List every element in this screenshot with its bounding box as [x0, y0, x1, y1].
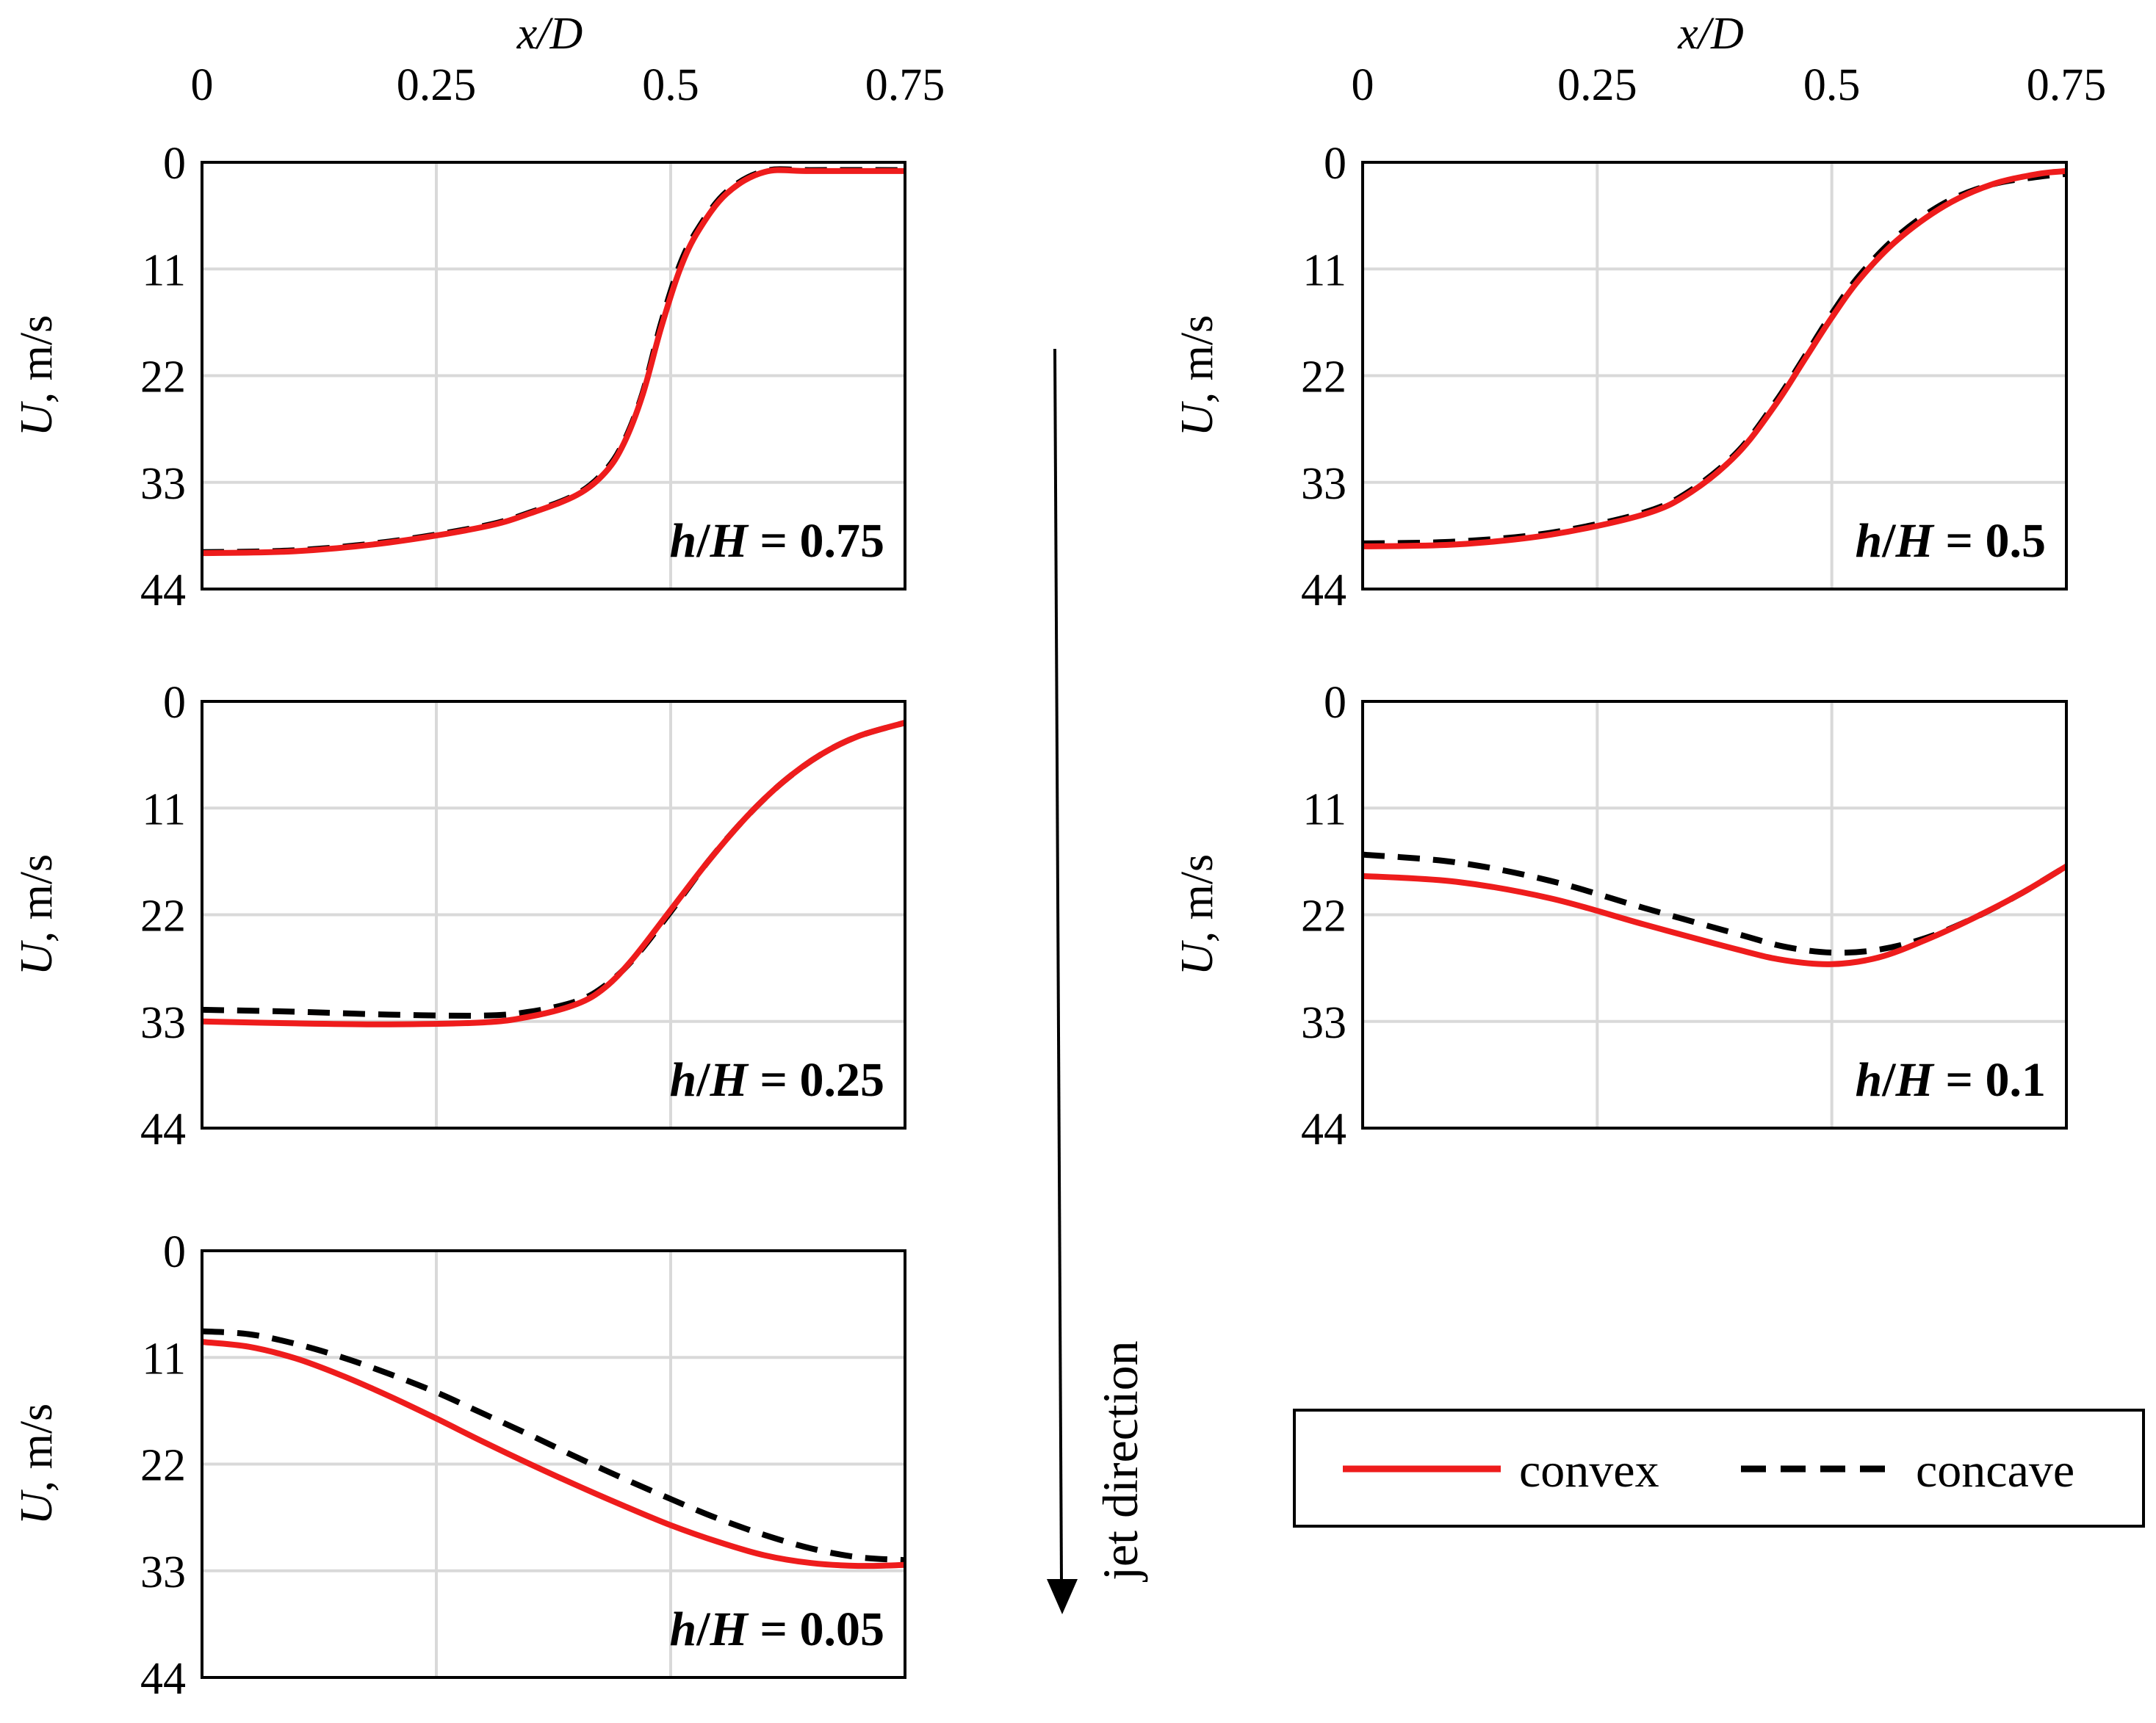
plot-frame	[1361, 700, 2068, 1130]
series-line-concave	[1362, 851, 2069, 956]
x-tick-label: 0	[191, 60, 214, 110]
y-tick-label: 44	[140, 566, 186, 615]
y-tick-label: 22	[1301, 892, 1346, 942]
x-tick-label: 0.5	[642, 60, 699, 110]
y-tick-label: 22	[140, 892, 186, 942]
series-line-convex	[1362, 864, 2069, 967]
y-tick-label: 33	[1301, 998, 1346, 1048]
y-axis-label: U, m/s	[12, 315, 62, 436]
y-tick-label: 0	[163, 139, 186, 189]
x-tick-label: 0	[1352, 60, 1374, 110]
series-line-concave	[201, 1328, 906, 1564]
y-tick-label: 33	[140, 1547, 186, 1597]
x-tick-label: 0.25	[1557, 60, 1637, 110]
panel-annotation: h/H = 0.05	[669, 1603, 884, 1656]
legend: convex concave	[1293, 1409, 2145, 1528]
y-tick-label: 44	[140, 1654, 186, 1704]
y-tick-label: 11	[142, 245, 186, 295]
panel-annotation: h/H = 0.25	[669, 1053, 884, 1107]
plot-frame	[201, 1249, 906, 1679]
x-axis-label: x/D	[1677, 9, 1744, 59]
y-tick-label: 33	[140, 459, 186, 509]
series-line-concave	[201, 166, 906, 555]
chart-panel-5: 0 11 22 33 44 U, m/s h/H = 0.05	[12, 1227, 906, 1704]
y-tick-label: 22	[140, 353, 186, 402]
y-tick-label: 44	[1301, 1105, 1346, 1155]
y-tick-label: 11	[142, 784, 186, 834]
chart-panel-3: 0 11 22 33 44 U, m/s h/H = 0.25	[12, 678, 906, 1155]
chart-panel-2: 0 11 22 33 44 U, m/s 0 0.25 0.5 0.75 x/D h/H = 0.5	[1172, 9, 2106, 615]
chart-panel-4: 0 11 22 33 44 U, m/s h/H = 0.1	[1172, 678, 2069, 1155]
jet-direction-arrow: jet direction	[1047, 348, 1148, 1614]
y-axis-label: U, m/s	[1172, 854, 1222, 975]
x-tick-label: 0.25	[397, 60, 477, 110]
chart-panels: 0 11 22 33 44 U, m/s 0 0.25 0.5 0.75 x/D h/H = 0.75…	[12, 9, 2106, 1704]
y-tick-label: 0	[1324, 678, 1346, 728]
y-tick-label: 44	[1301, 566, 1346, 615]
plot-frame	[201, 700, 906, 1130]
y-tick-label: 33	[1301, 459, 1346, 509]
panel-annotation: h/H = 0.75	[669, 514, 884, 568]
y-tick-label: 11	[1302, 245, 1346, 295]
legend-label-convex: convex	[1519, 1444, 1659, 1498]
series-line-concave	[1362, 170, 2067, 546]
plot-frame	[1361, 161, 2068, 590]
legend-label-concave: concave	[1916, 1444, 2074, 1498]
series-line-convex	[201, 1339, 906, 1570]
y-axis-label: U, m/s	[1172, 315, 1222, 436]
y-axis-label: U, m/s	[12, 854, 62, 975]
panel-annotation: h/H = 0.5	[1855, 514, 2046, 568]
x-tick-label: 0.75	[2027, 60, 2107, 110]
chart-panel-1: 0 11 22 33 44 U, m/s 0 0.25 0.5 0.75 x/D h/H = 0.75	[12, 9, 945, 615]
y-tick-label: 33	[140, 998, 186, 1048]
jet-direction-arrow-head	[1047, 1579, 1078, 1614]
y-tick-label: 11	[142, 1334, 186, 1384]
plot-frame	[201, 161, 906, 590]
panel-annotation: h/H = 0.1	[1855, 1053, 2046, 1107]
y-tick-label: 44	[140, 1105, 186, 1155]
y-tick-label: 0	[1324, 139, 1346, 189]
y-tick-label: 22	[140, 1441, 186, 1491]
y-tick-label: 0	[163, 1227, 186, 1277]
series-line-convex	[201, 720, 906, 1027]
jet-direction-arrow-shaft	[1053, 348, 1063, 1583]
y-axis-label: U, m/s	[12, 1404, 62, 1525]
x-tick-label: 0.5	[1803, 60, 1861, 110]
y-tick-label: 11	[1302, 784, 1346, 834]
x-axis-label: x/D	[516, 9, 583, 59]
x-tick-label: 0.75	[865, 60, 945, 110]
series-line-convex	[1362, 167, 2067, 549]
y-tick-label: 22	[1301, 353, 1346, 402]
jet-direction-label: jet direction	[1092, 1340, 1148, 1582]
y-tick-label: 0	[163, 678, 186, 728]
series-line-convex	[201, 167, 906, 557]
